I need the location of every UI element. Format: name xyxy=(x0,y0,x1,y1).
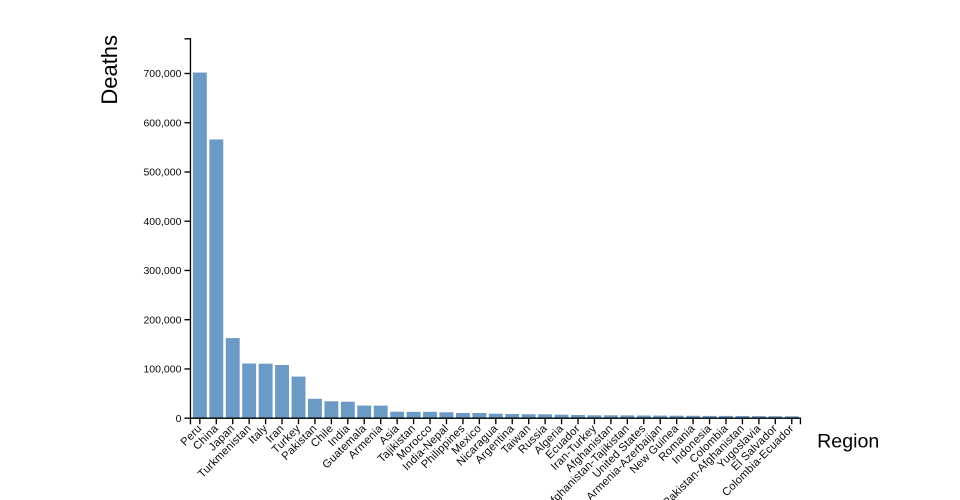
svg-text:Region: Region xyxy=(817,430,879,452)
svg-text:200,000: 200,000 xyxy=(143,314,181,326)
svg-text:400,000: 400,000 xyxy=(143,216,181,228)
svg-text:300,000: 300,000 xyxy=(143,265,181,277)
svg-text:100,000: 100,000 xyxy=(143,364,181,376)
svg-text:600,000: 600,000 xyxy=(143,117,181,129)
svg-text:700,000: 700,000 xyxy=(143,68,181,80)
svg-text:Deaths: Deaths xyxy=(97,35,122,105)
svg-text:0: 0 xyxy=(176,413,182,425)
svg-text:500,000: 500,000 xyxy=(143,167,181,179)
